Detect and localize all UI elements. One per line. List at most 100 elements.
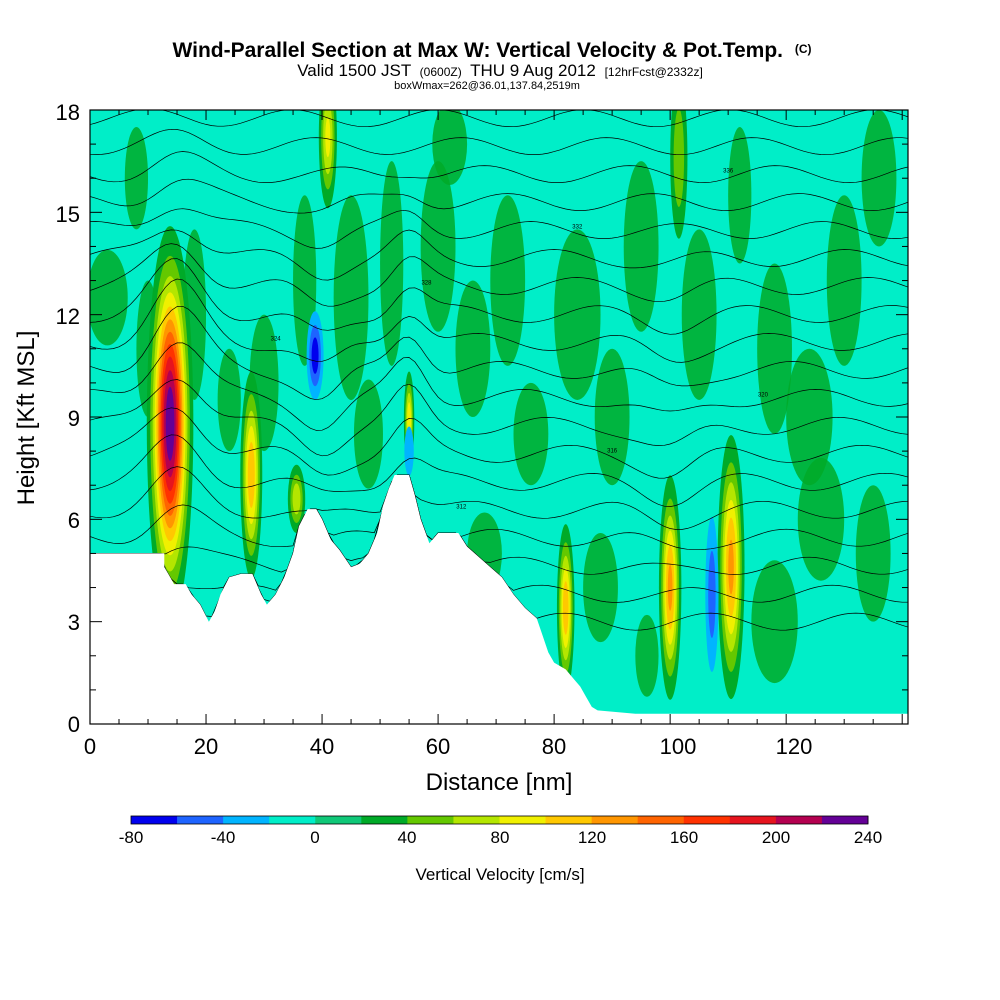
colorbar-tick-label: -40 (211, 828, 236, 847)
x-tick-label: 40 (310, 734, 334, 759)
subtitle-utc: (0600Z) (420, 65, 462, 79)
weak-updraft-region (90, 249, 128, 346)
theta-contour (90, 278, 908, 363)
theta-contour (90, 258, 908, 335)
theta-contour-label: 328 (421, 281, 432, 287)
colorbar-swatch (361, 816, 408, 824)
colorbar-swatch (637, 816, 685, 824)
colorbar-tick-label: 160 (670, 828, 698, 847)
colorbar-swatch (591, 816, 639, 824)
x-tick-label: 100 (660, 734, 697, 759)
y-tick-label: 18 (56, 100, 80, 125)
colorbar-swatch (683, 816, 731, 824)
colorbar-tick-label: 80 (491, 828, 510, 847)
theta-contour-label: 312 (456, 504, 467, 510)
velocity-cell (165, 386, 175, 461)
theta-contour (90, 342, 908, 431)
theta-contour (90, 305, 908, 401)
theta-contour-label: 320 (758, 392, 769, 398)
weak-updraft-region (681, 229, 717, 400)
colorbar-swatch (407, 816, 454, 824)
colorbar-tick-label: 0 (310, 828, 319, 847)
theta-contour (90, 466, 908, 530)
weak-updraft-region (623, 161, 659, 332)
colorbar-title: Vertical Velocity [cm/s] (415, 865, 584, 884)
theta-contour (90, 243, 908, 307)
weak-updraft-region (757, 263, 792, 435)
colorbar-swatch (545, 816, 593, 824)
colorbar-swatch (177, 816, 224, 824)
plot-area: 312 316 320 324 328 332 336 (90, 110, 908, 724)
weak-updraft-region (432, 110, 468, 186)
y-tick-label: 0 (68, 712, 80, 737)
velocity-cell (708, 550, 716, 638)
velocity-cell (404, 426, 414, 476)
chart-subtitle: Valid 1500 JST (0600Z) THU 9 Aug 2012 [1… (297, 61, 703, 80)
weak-updraft-region (583, 532, 618, 643)
x-axis-labels: 0 20 40 60 80 100 120 (84, 734, 812, 759)
chart-title-text: Wind-Parallel Section at Max W: Vertical… (172, 39, 783, 62)
weak-updraft-region (826, 195, 862, 366)
colorbar-labels: -80 -40 0 40 80 120 160 200 240 (119, 828, 882, 847)
colorbar-swatch (821, 816, 869, 824)
weak-updraft-region (455, 280, 491, 417)
colorbar-frame (130, 815, 869, 825)
colorbar-tick-label: -80 (119, 828, 144, 847)
weak-updraft-region (594, 348, 630, 486)
velocity-cell (562, 581, 569, 635)
y-axis-labels: 0 3 6 9 12 15 18 (56, 100, 80, 737)
chart-subtitle-2: boxWmax=262@36.01,137.84,2519m (394, 80, 580, 92)
y-tick-label: 3 (68, 610, 80, 635)
colorbar-tick-label: 40 (398, 828, 417, 847)
colorbar-swatch (223, 816, 270, 824)
theta-contour (90, 474, 908, 575)
colorbar-swatch (131, 816, 178, 824)
theta-contour-label: 332 (572, 225, 583, 231)
y-axis-title: Height [Kft MSL] (13, 331, 40, 506)
weak-updraft-region (797, 457, 845, 581)
theta-contour (90, 178, 908, 214)
chart-title-mark: (C) (795, 42, 812, 56)
theta-contour (90, 434, 908, 507)
weak-updraft-region (513, 382, 549, 486)
theta-contour (90, 474, 908, 551)
weak-updraft-region (728, 127, 752, 264)
velocity-cells (146, 110, 745, 700)
theta-contour (90, 407, 908, 479)
weak-updraft-region (124, 127, 149, 230)
y-tick-label: 9 (68, 406, 80, 431)
theta-contour (90, 151, 908, 183)
subtitle-fcst: [12hrFcst@2332z] (605, 65, 703, 79)
velocity-streaks (90, 110, 897, 697)
colorbar-swatch (315, 816, 362, 824)
velocity-cell (311, 337, 319, 374)
weak-updraft-region (855, 485, 891, 622)
velocity-cell (728, 539, 734, 595)
subtitle-valid: Valid 1500 JST (297, 61, 411, 80)
y-tick-label: 15 (56, 202, 80, 227)
chart-title: Wind-Parallel Section at Max W: Vertical… (172, 39, 811, 62)
x-tick-label: 0 (84, 734, 96, 759)
colorbar-swatch (729, 816, 777, 824)
weak-updraft-region (333, 195, 369, 400)
colorbar-swatch (453, 816, 500, 824)
theta-contour-label: 336 (723, 169, 734, 175)
velocity-cell (325, 117, 331, 158)
colorbar-tick-label: 200 (762, 828, 790, 847)
velocity-cell (667, 564, 673, 611)
theta-contour (90, 110, 908, 128)
weak-updraft-region (861, 110, 897, 247)
weak-updraft-region (786, 348, 833, 486)
colorbar-tick-label: 240 (854, 828, 882, 847)
velocity-cell (247, 442, 255, 508)
x-tick-label: 80 (542, 734, 566, 759)
colorbar-swatch (269, 816, 316, 824)
weak-updraft-region (353, 379, 383, 489)
axis-ticks (89, 109, 908, 725)
theta-contour (90, 128, 908, 156)
x-tick-label: 120 (776, 734, 813, 759)
weak-updraft-region (380, 161, 404, 366)
x-tick-label: 20 (194, 734, 218, 759)
weak-updraft-region (490, 195, 526, 366)
